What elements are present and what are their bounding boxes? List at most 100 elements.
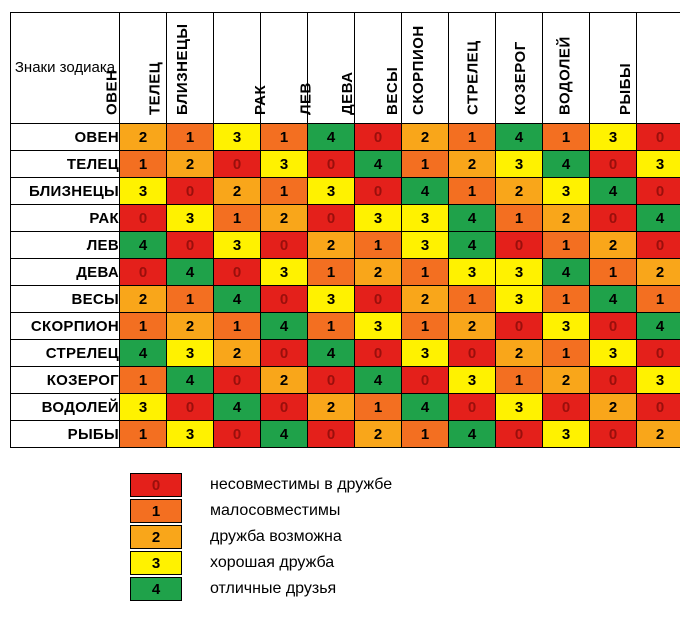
row-header: РЫБЫ bbox=[11, 421, 120, 448]
table-row: ДЕВА040312133412 bbox=[11, 259, 680, 286]
compatibility-cell: 3 bbox=[402, 205, 449, 232]
compatibility-cell: 3 bbox=[214, 124, 261, 151]
legend-swatch: 3 bbox=[130, 551, 182, 575]
table-row: ОВЕН213140214130 bbox=[11, 124, 680, 151]
table-row: ЛЕВ403021340120 bbox=[11, 232, 680, 259]
legend-row: 3 хорошая дружба bbox=[130, 550, 670, 576]
legend-label: отличные друзья bbox=[210, 580, 336, 598]
compatibility-cell: 4 bbox=[637, 313, 680, 340]
compatibility-cell: 1 bbox=[449, 124, 496, 151]
compatibility-cell: 0 bbox=[402, 367, 449, 394]
compatibility-cell: 4 bbox=[167, 367, 214, 394]
compatibility-cell: 3 bbox=[543, 313, 590, 340]
compatibility-cell: 4 bbox=[449, 205, 496, 232]
compatibility-cell: 3 bbox=[637, 367, 680, 394]
compatibility-cell: 1 bbox=[167, 124, 214, 151]
compatibility-cell: 1 bbox=[308, 259, 355, 286]
compatibility-cell: 3 bbox=[496, 286, 543, 313]
compatibility-cell: 3 bbox=[167, 205, 214, 232]
compatibility-cell: 1 bbox=[496, 367, 543, 394]
compatibility-cell: 3 bbox=[637, 151, 680, 178]
compatibility-cell: 0 bbox=[355, 178, 402, 205]
compatibility-cell: 2 bbox=[120, 286, 167, 313]
compatibility-cell: 0 bbox=[261, 232, 308, 259]
compatibility-cell: 4 bbox=[214, 394, 261, 421]
compatibility-cell: 4 bbox=[449, 232, 496, 259]
compatibility-cell: 2 bbox=[496, 340, 543, 367]
compatibility-cell: 4 bbox=[496, 124, 543, 151]
column-header-label: ОВЕН bbox=[103, 70, 120, 115]
compatibility-cell: 3 bbox=[402, 232, 449, 259]
compatibility-cell: 3 bbox=[449, 367, 496, 394]
compatibility-cell: 3 bbox=[167, 421, 214, 448]
compatibility-cell: 0 bbox=[308, 367, 355, 394]
compatibility-cell: 3 bbox=[590, 340, 637, 367]
compatibility-cell: 0 bbox=[308, 205, 355, 232]
column-header-label: ВЕСЫ bbox=[384, 67, 401, 115]
compatibility-cell: 1 bbox=[449, 286, 496, 313]
compatibility-cell: 2 bbox=[637, 259, 680, 286]
compatibility-cell: 2 bbox=[355, 421, 402, 448]
compatibility-cell: 4 bbox=[590, 178, 637, 205]
compatibility-cell: 1 bbox=[543, 124, 590, 151]
compatibility-cell: 1 bbox=[449, 178, 496, 205]
compatibility-cell: 1 bbox=[637, 286, 680, 313]
legend-row: 1малосовместимы bbox=[130, 498, 670, 524]
compatibility-cell: 1 bbox=[308, 313, 355, 340]
compatibility-cell: 2 bbox=[543, 367, 590, 394]
table-row: БЛИЗНЕЦЫ302130412340 bbox=[11, 178, 680, 205]
compatibility-cell: 0 bbox=[261, 394, 308, 421]
table-row: ТЕЛЕЦ120304123403 bbox=[11, 151, 680, 178]
legend-label: хорошая дружба bbox=[210, 554, 334, 572]
compatibility-cell: 1 bbox=[120, 151, 167, 178]
table-row: СТРЕЛЕЦ432040302130 bbox=[11, 340, 680, 367]
compatibility-cell: 1 bbox=[355, 232, 402, 259]
compatibility-cell: 0 bbox=[355, 124, 402, 151]
compatibility-cell: 2 bbox=[449, 313, 496, 340]
compatibility-cell: 1 bbox=[120, 313, 167, 340]
compatibility-cell: 4 bbox=[590, 286, 637, 313]
compatibility-cell: 0 bbox=[167, 394, 214, 421]
compatibility-cell: 0 bbox=[590, 367, 637, 394]
compatibility-cell: 3 bbox=[308, 178, 355, 205]
legend-label: несовместимы в дружбе bbox=[210, 476, 392, 494]
compatibility-cell: 3 bbox=[496, 394, 543, 421]
compatibility-cell: 2 bbox=[637, 421, 680, 448]
compatibility-cell: 4 bbox=[261, 313, 308, 340]
compatibility-cell: 0 bbox=[261, 286, 308, 313]
compatibility-cell: 2 bbox=[590, 232, 637, 259]
column-header-label: СТРЕЛЕЦ bbox=[465, 40, 482, 115]
compatibility-cell: 0 bbox=[214, 421, 261, 448]
compatibility-cell: 3 bbox=[449, 259, 496, 286]
compatibility-cell: 4 bbox=[543, 259, 590, 286]
compatibility-cell: 2 bbox=[261, 205, 308, 232]
compatibility-cell: 4 bbox=[637, 205, 680, 232]
compatibility-cell: 4 bbox=[167, 259, 214, 286]
legend-label: малосовместимы bbox=[210, 502, 340, 520]
compatibility-cell: 4 bbox=[402, 178, 449, 205]
column-header-label: ТЕЛЕЦ bbox=[146, 62, 163, 115]
row-header: ТЕЛЕЦ bbox=[11, 151, 120, 178]
compatibility-cell: 1 bbox=[590, 259, 637, 286]
compatibility-cell: 4 bbox=[120, 340, 167, 367]
compatibility-cell: 3 bbox=[355, 313, 402, 340]
column-header: РЫБЫ bbox=[637, 13, 680, 124]
compatibility-cell: 3 bbox=[120, 394, 167, 421]
compatibility-cell: 4 bbox=[308, 340, 355, 367]
column-header-label: ЛЕВ bbox=[298, 82, 315, 115]
compatibility-cell: 0 bbox=[590, 151, 637, 178]
compatibility-cell: 4 bbox=[355, 151, 402, 178]
compatibility-cell: 0 bbox=[637, 178, 680, 205]
compatibility-cell: 4 bbox=[449, 421, 496, 448]
column-header-label: РАК bbox=[252, 85, 269, 115]
row-header: КОЗЕРОГ bbox=[11, 367, 120, 394]
compatibility-cell: 3 bbox=[214, 232, 261, 259]
compatibility-cell: 2 bbox=[261, 367, 308, 394]
compatibility-cell: 2 bbox=[167, 313, 214, 340]
compatibility-cell: 0 bbox=[214, 367, 261, 394]
compatibility-cell: 1 bbox=[543, 232, 590, 259]
table-row: ВЕСЫ214030213141 bbox=[11, 286, 680, 313]
compatibility-cell: 0 bbox=[167, 178, 214, 205]
row-header: ВЕСЫ bbox=[11, 286, 120, 313]
compatibility-cell: 0 bbox=[637, 340, 680, 367]
